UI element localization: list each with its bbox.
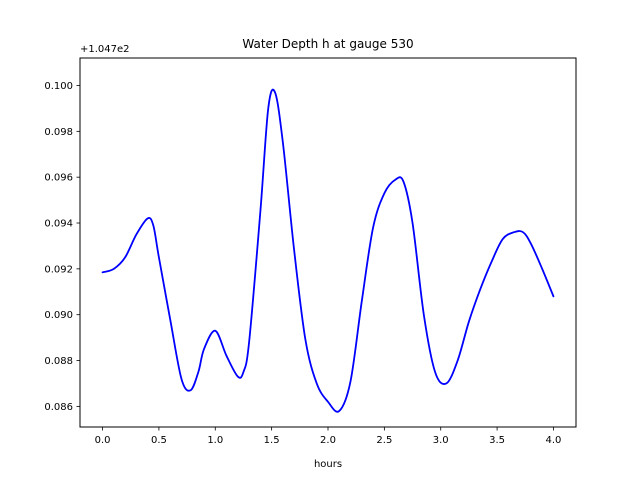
x-tick-label: 2.5 <box>376 435 392 446</box>
x-tick-label: 0.5 <box>151 435 167 446</box>
x-tick-label: 3.5 <box>489 435 505 446</box>
y-tick-label: 0.098 <box>44 127 73 138</box>
y-offset-label: +1.047e2 <box>80 44 130 55</box>
x-axis-label: hours <box>314 459 342 470</box>
chart-title: Water Depth h at gauge 530 <box>242 37 413 51</box>
x-tick-label: 0.0 <box>95 435 111 446</box>
ticks-group: 0.0 0.5 1.0 1.5 2.0 2.5 3.0 3.5 4.0 0.086 0.088 0.0… <box>44 81 561 446</box>
x-tick-label: 3.0 <box>433 435 449 446</box>
y-tick-label: 0.086 <box>44 402 73 413</box>
plot-frame <box>79 57 577 428</box>
x-tick-label: 4.0 <box>546 435 562 446</box>
y-tick-label: 0.100 <box>44 81 73 92</box>
y-tick-label: 0.090 <box>44 310 73 321</box>
x-tick-label: 1.5 <box>264 435 280 446</box>
x-tick-label: 1.0 <box>207 435 223 446</box>
series-line <box>101 88 555 413</box>
x-tick-label: 2.0 <box>320 435 336 446</box>
y-tick-label: 0.092 <box>44 264 73 275</box>
y-tick-label: 0.096 <box>44 173 73 184</box>
y-tick-label: 0.094 <box>44 219 73 230</box>
y-tick-label: 0.088 <box>44 356 73 367</box>
